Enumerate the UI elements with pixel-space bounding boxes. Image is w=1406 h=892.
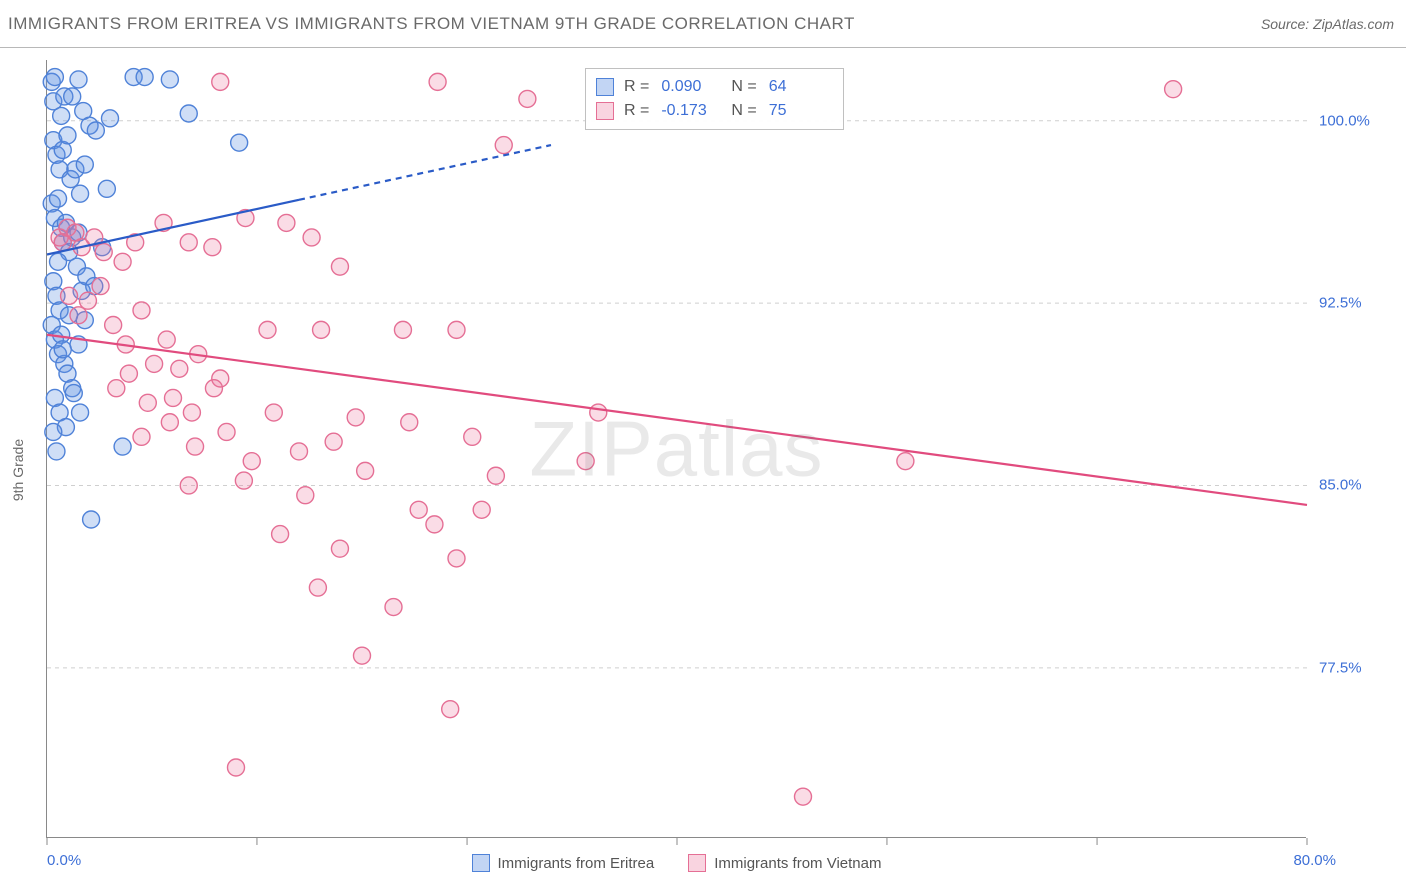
swatch-eritrea-icon (596, 78, 614, 96)
n-value-eritrea: 64 (769, 75, 829, 99)
stats-box: R = 0.090 N = 64 R = -0.173 N = 75 (585, 68, 844, 130)
plot-wrap: 9th Grade ZIPatlas R = 0.090 N = 64 R = … (0, 48, 1406, 892)
y-tick-label: 85.0% (1319, 477, 1362, 494)
chart-header: IMMIGRANTS FROM ERITREA VS IMMIGRANTS FR… (0, 0, 1406, 48)
r-label-2: R = (624, 99, 649, 123)
y-tick-label: 92.5% (1319, 295, 1362, 312)
n-label: N = (731, 75, 756, 99)
stats-row-vietnam: R = -0.173 N = 75 (596, 99, 829, 123)
swatch-vietnam-icon (596, 102, 614, 120)
legend-item-eritrea: Immigrants from Eritrea (472, 854, 655, 872)
r-value-vietnam: -0.173 (661, 99, 721, 123)
swatch-vietnam-icon (688, 854, 706, 872)
swatch-eritrea-icon (472, 854, 490, 872)
bottom-legend: Immigrants from Eritrea Immigrants from … (47, 854, 1306, 872)
plot-area: ZIPatlas R = 0.090 N = 64 R = -0.173 N =… (46, 60, 1306, 838)
y-tick-label: 100.0% (1319, 112, 1370, 129)
n-value-vietnam: 75 (769, 99, 829, 123)
r-value-eritrea: 0.090 (661, 75, 721, 99)
source-name: ZipAtlas.com (1313, 16, 1394, 32)
legend-item-vietnam: Immigrants from Vietnam (688, 854, 881, 872)
r-label: R = (624, 75, 649, 99)
y-tick-label: 77.5% (1319, 659, 1362, 676)
source-label: Source: (1261, 16, 1309, 32)
legend-label-vietnam: Immigrants from Vietnam (714, 855, 881, 872)
stats-row-eritrea: R = 0.090 N = 64 (596, 75, 829, 99)
y-axis-label: 9th Grade (10, 439, 26, 501)
chart-title: IMMIGRANTS FROM ERITREA VS IMMIGRANTS FR… (8, 14, 1261, 34)
legend-label-eritrea: Immigrants from Eritrea (498, 855, 655, 872)
n-label-2: N = (731, 99, 756, 123)
chart-source: Source: ZipAtlas.com (1261, 16, 1394, 32)
chart-svg (47, 60, 1306, 837)
